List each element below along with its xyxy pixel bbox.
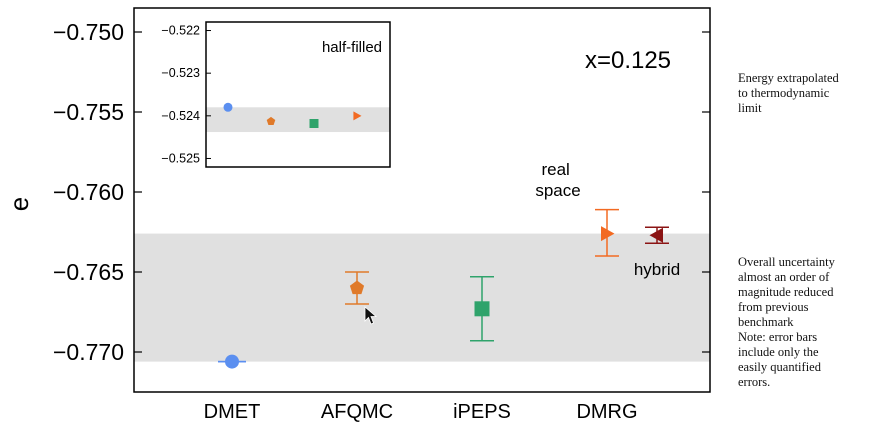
uncertainty-band: [134, 233, 710, 362]
energy-extrapolated-note: Energy extrapolated to thermodynamic lim…: [738, 71, 839, 115]
inset-y-tick-label: −0.524: [161, 109, 200, 123]
x-category-label: AFQMC: [321, 401, 393, 423]
inset-data-point: [309, 119, 319, 128]
y-tick-label: −0.765: [53, 259, 124, 285]
inset-data-point: [353, 111, 362, 121]
inset-chart: −0.522 −0.523 −0.524 −0.525 half-filled: [161, 21, 391, 168]
x-category-label: DMRG: [576, 401, 637, 423]
inset-frame: [205, 21, 391, 168]
real-space-annotation: real space: [535, 160, 580, 200]
data-point: [601, 226, 615, 242]
data-point: [474, 301, 490, 317]
inset-data-point: [223, 102, 233, 112]
doping-annotation: x=0.125: [585, 47, 671, 74]
inset-title: half-filled: [322, 39, 382, 56]
data-point: [349, 280, 365, 295]
inset-uncertainty-band: [206, 107, 390, 133]
x-category-label: iPEPS: [453, 401, 511, 423]
inset-data-point: [266, 116, 276, 125]
uncertainty-note: Overall uncertainty almost an order of m…: [738, 255, 835, 389]
x-category-label: DMET: [204, 401, 261, 423]
y-axis-label: e: [4, 197, 34, 211]
mouse-pointer-icon: [364, 306, 378, 325]
inset-background: [206, 22, 390, 167]
y-tick-label: −0.760: [53, 179, 124, 205]
inset-y-tick-label: −0.522: [161, 24, 200, 38]
inset-y-tick-label: −0.523: [161, 66, 200, 80]
inset-y-tick-label: −0.525: [161, 151, 200, 165]
y-tick-label: −0.750: [53, 19, 124, 45]
hybrid-annotation: hybrid: [634, 260, 680, 279]
data-point: [649, 227, 663, 243]
plot-frame: [133, 7, 711, 393]
data-point: [225, 354, 239, 369]
y-tick-label: −0.770: [53, 339, 124, 365]
y-tick-label: −0.755: [53, 99, 124, 125]
